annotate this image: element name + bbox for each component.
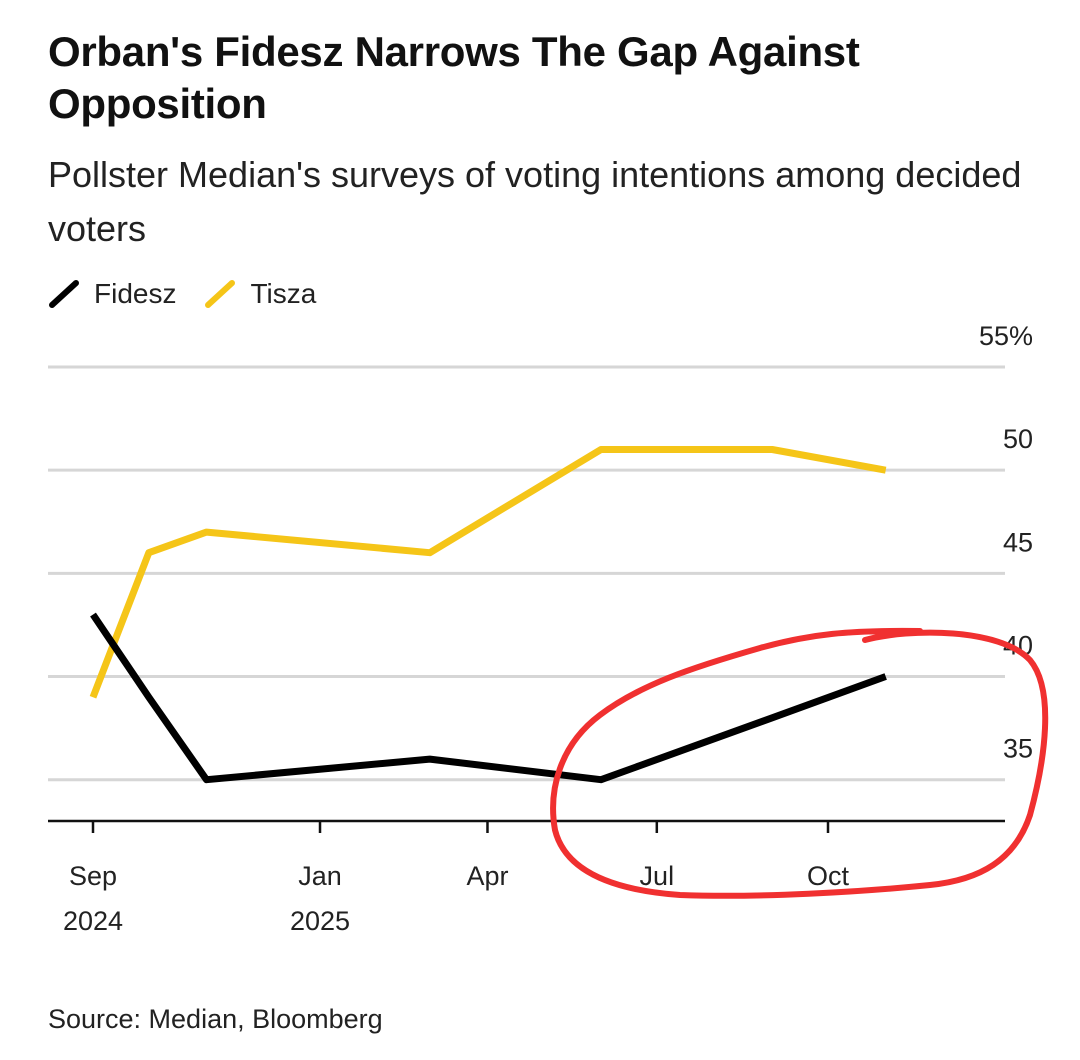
x-axis: Sep 2024 Jan 2025 Apr Jul Oct xyxy=(48,819,1005,936)
series-line-fidesz xyxy=(90,612,887,784)
y-tick-label: 45 xyxy=(1003,527,1033,557)
x-tick-label: Jul xyxy=(640,861,675,891)
x-tick-label: Jan xyxy=(298,861,342,891)
x-tick-label: Sep xyxy=(69,861,117,891)
x-tick-label: Apr xyxy=(466,861,508,891)
x-tick-label: Oct xyxy=(807,861,850,891)
legend: Fidesz Tisza xyxy=(48,276,344,312)
gridlines xyxy=(48,365,1005,782)
y-tick-label: 55% xyxy=(979,321,1033,351)
y-tick-label: 35 xyxy=(1003,734,1033,764)
red-hand-drawn-circle xyxy=(550,627,1049,899)
annotation-circle xyxy=(550,627,1049,899)
legend-swatch-fidesz xyxy=(49,280,79,308)
x-tick-sublabel: 2025 xyxy=(290,906,350,936)
series-lines xyxy=(89,446,887,784)
source-note: Source: Median, Bloomberg xyxy=(48,1004,383,1034)
x-tick-sublabel: 2024 xyxy=(63,906,123,936)
legend-label-tisza: Tisza xyxy=(250,278,317,309)
legend-label-fidesz: Fidesz xyxy=(94,278,177,309)
y-tick-label: 50 xyxy=(1003,424,1033,454)
legend-item-fidesz: Fidesz xyxy=(48,278,176,310)
chart-title: Orban's Fidesz Narrows The Gap Against O… xyxy=(48,28,860,127)
legend-item-tisza: Tisza xyxy=(204,278,316,310)
legend-swatch-tisza xyxy=(205,280,236,308)
series-line-tisza xyxy=(89,446,887,699)
chart-subtitle: Pollster Median's surveys of voting inte… xyxy=(48,154,1022,249)
